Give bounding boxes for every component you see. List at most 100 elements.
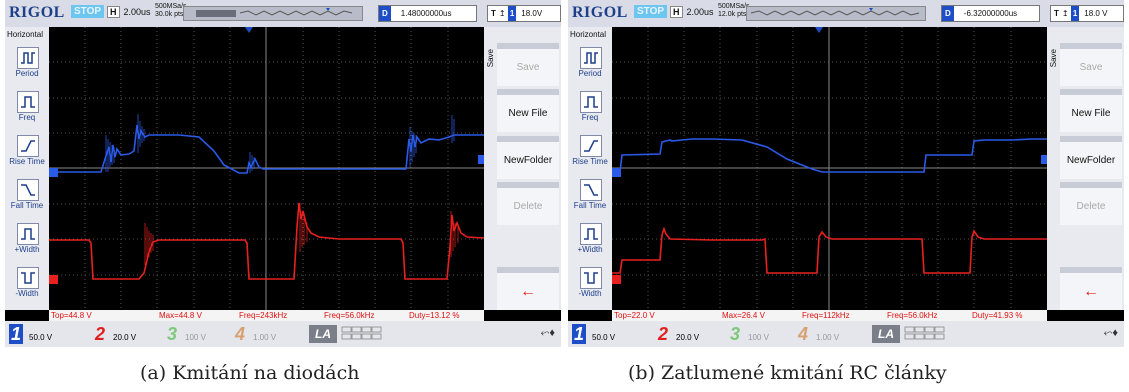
rise-time-icon [580, 135, 602, 157]
waveform-display[interactable] [612, 27, 1047, 310]
menu-item-fall-time[interactable]: Fall Time [568, 177, 612, 217]
trigger-edge-icon: ↥ [1061, 9, 1071, 18]
memory-position-strip[interactable] [746, 6, 926, 21]
channel-2-setting[interactable]: 2 20.0 V [656, 324, 726, 344]
trigger-source: 1 [507, 6, 517, 21]
channel-2-trace [612, 226, 1047, 274]
menu-item-rise-time[interactable]: Rise Time [568, 133, 612, 173]
back-button[interactable]: ← [1060, 267, 1122, 310]
new-file-button[interactable]: New File [1060, 89, 1122, 132]
new-folder-button[interactable]: NewFolder [1060, 136, 1122, 179]
channel-scale: 20.0 V [676, 333, 700, 342]
memory-position-strip[interactable] [183, 6, 363, 21]
channel-3-setting[interactable]: 3 100 V [165, 324, 231, 344]
menu-item-period[interactable]: Period [568, 45, 612, 85]
menu-item-positive-width[interactable]: +Width [568, 221, 612, 261]
logic-channel-grid [341, 326, 385, 341]
menu-title: Save [486, 49, 495, 68]
channel-scale: 100 V [185, 333, 206, 342]
caption-a: (a) Kmitání na diodách [140, 362, 360, 384]
menu-title: Horizontal [570, 30, 607, 39]
measurement-top: Top=22.0 V [614, 311, 655, 320]
menu-item-rise-time[interactable]: Rise Time [5, 133, 49, 173]
trigger-level: 18.0V [521, 9, 543, 18]
run-status-badge[interactable]: STOP [71, 5, 105, 18]
logic-analyzer-button[interactable]: LA [872, 325, 900, 343]
waveform-display[interactable] [49, 27, 485, 310]
back-button[interactable]: ← [497, 267, 559, 310]
channel-4-setting[interactable]: 4 1.00 V [796, 324, 862, 344]
channel-scale: 1.00 V [816, 333, 840, 342]
measure-menu: Horizontal Period Freq Rise Time Fall Ti… [5, 27, 49, 310]
menu-item-label: Fall Time [573, 201, 607, 210]
delay-readout[interactable]: D 1.48000000us [378, 5, 477, 22]
period-icon [17, 47, 39, 69]
channel-number: 4 [234, 324, 245, 344]
measure-menu: Horizontal Period Freq Rise Time Fall Ti… [568, 27, 612, 310]
menu-item-label: -Width [15, 289, 39, 298]
channel-4-setting[interactable]: 4 1.00 V [233, 324, 299, 344]
menu-item-fall-time[interactable]: Fall Time [5, 177, 49, 217]
measurement-bar: Top=22.0 V Max=26.4 V Freq=112kHz Freq=5… [612, 310, 1047, 321]
trigger-label: T [491, 9, 496, 18]
channel-bar: 1 50.0 V 2 20.0 V 3 100 V 4 1.00 V LA ⬿♦ [5, 321, 561, 347]
positive-width-icon [17, 223, 39, 245]
trigger-level: 18.0 V [1084, 9, 1108, 18]
channel-2-marker [49, 275, 58, 284]
channel-number: 2 [657, 324, 668, 344]
status-bar: RIGOL STOP H 2.00us 500MSa/s 30.0k pts D 1.… [5, 0, 561, 27]
oscilloscope-screenshot-b: RIGOL STOP H 2.00us 500MSa/s 12.0k pts D -6… [568, 0, 1124, 347]
channel-number: 1 [572, 324, 586, 344]
menu-item-negative-width[interactable]: -Width [5, 265, 49, 305]
menu-item-freq[interactable]: Freq [5, 89, 49, 129]
channel-3-setting[interactable]: 3 100 V [728, 324, 794, 344]
channel-scale: 20.0 V [113, 333, 137, 342]
channel-1-setting[interactable]: 1 50.0 V [572, 324, 652, 344]
channel-bar: 1 50.0 V 2 20.0 V 3 100 V 4 1.00 V LA ⬿♦ [568, 321, 1124, 347]
usb-speaker-icon[interactable]: ⬿♦ [1103, 327, 1118, 339]
measurement-max: Max=26.4 V [722, 311, 765, 320]
menu-item-label: Rise Time [572, 157, 608, 166]
delete-button[interactable]: Delete [1060, 182, 1122, 225]
menu-item-label: Period [15, 69, 39, 78]
timebase-label: H [107, 6, 120, 18]
new-folder-button[interactable]: NewFolder [497, 136, 559, 179]
measurement-freq-1: Freq=243kHz [239, 311, 288, 320]
save-button[interactable]: Save [1060, 43, 1122, 86]
delay-readout[interactable]: D -6.32000000us [941, 5, 1040, 22]
menu-item-label: Freq [581, 113, 599, 122]
logic-channel-grid [904, 326, 948, 341]
delay-value: 1.48000000us [400, 9, 452, 18]
menu-title: Save [1049, 49, 1058, 68]
menu-item-negative-width[interactable]: -Width [568, 265, 612, 305]
measurement-duty: Duty=13.12 % [409, 311, 460, 320]
menu-item-freq[interactable]: Freq [568, 89, 612, 129]
timebase-readout[interactable]: H 2.00us [107, 6, 151, 18]
status-bar: RIGOL STOP H 2.00us 500MSa/s 12.0k pts D -6… [568, 0, 1124, 27]
save-button[interactable]: Save [497, 43, 559, 86]
timebase-value: 2.00us [123, 7, 151, 17]
trigger-readout[interactable]: T ↥ 1 18.0 V [1050, 5, 1124, 22]
menu-item-period[interactable]: Period [5, 45, 49, 85]
channel-2-setting[interactable]: 2 20.0 V [93, 324, 163, 344]
menu-item-label: +Width [577, 245, 603, 254]
channel-number: 3 [729, 324, 740, 344]
menu-item-positive-width[interactable]: +Width [5, 221, 49, 261]
channel-1-trace [49, 124, 484, 174]
trigger-label: T [1054, 9, 1059, 18]
usb-speaker-icon[interactable]: ⬿♦ [540, 327, 555, 339]
trigger-readout[interactable]: T ↥ 1 18.0V [487, 5, 561, 22]
logic-analyzer-button[interactable]: LA [309, 325, 337, 343]
measurement-duty: Duty=41.93 % [972, 311, 1023, 320]
measurement-max: Max=44.8 V [159, 311, 202, 320]
new-file-button[interactable]: New File [497, 89, 559, 132]
sample-rate-readout: 500MSa/s 12.0k pts [718, 3, 750, 19]
menu-item-label: Period [578, 69, 602, 78]
frequency-icon [580, 91, 602, 113]
run-status-badge[interactable]: STOP [634, 5, 668, 18]
delay-label: D [379, 6, 391, 21]
timebase-readout[interactable]: H 2.00us [670, 6, 714, 18]
trigger-position-marker [245, 27, 253, 33]
delete-button[interactable]: Delete [497, 182, 559, 225]
channel-1-setting[interactable]: 1 50.0 V [9, 324, 89, 344]
